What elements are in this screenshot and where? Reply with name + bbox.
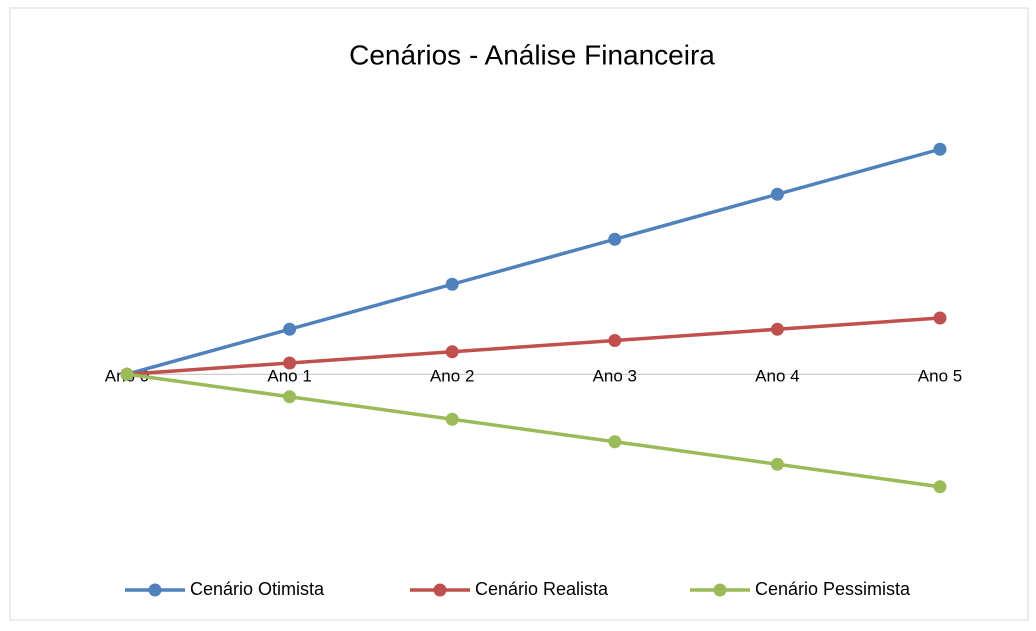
data-point xyxy=(445,412,459,426)
legend-marker xyxy=(148,583,162,597)
data-point xyxy=(933,311,947,325)
x-tick-label: Ano 4 xyxy=(755,367,799,386)
data-point xyxy=(445,345,459,359)
chart-title: Cenários - Análise Financeira xyxy=(349,39,715,70)
legend-marker xyxy=(713,583,727,597)
data-point xyxy=(283,322,297,336)
data-point xyxy=(120,367,134,381)
data-point xyxy=(933,142,947,156)
legend-marker xyxy=(433,583,447,597)
data-point xyxy=(933,480,947,494)
data-point xyxy=(608,334,622,347)
data-point xyxy=(283,356,297,370)
data-point xyxy=(770,457,784,471)
x-tick-label: Ano 2 xyxy=(430,367,474,386)
series-line xyxy=(126,316,941,376)
x-tick-label: Ano 5 xyxy=(918,367,962,386)
chart-frame xyxy=(9,7,1029,621)
data-point xyxy=(445,277,459,291)
legend-label: Cenário Otimista xyxy=(190,579,325,599)
data-point xyxy=(770,322,784,336)
series-line xyxy=(126,372,941,489)
legend-label: Cenário Realista xyxy=(475,579,609,599)
series-line xyxy=(126,147,941,376)
data-point xyxy=(608,435,622,449)
legend-label: Cenário Pessimista xyxy=(755,579,911,599)
x-tick-label: Ano 3 xyxy=(593,367,637,386)
data-point xyxy=(283,390,297,404)
data-point xyxy=(770,187,784,201)
x-tick-label: Ano 1 xyxy=(267,367,311,386)
data-point xyxy=(608,232,622,246)
